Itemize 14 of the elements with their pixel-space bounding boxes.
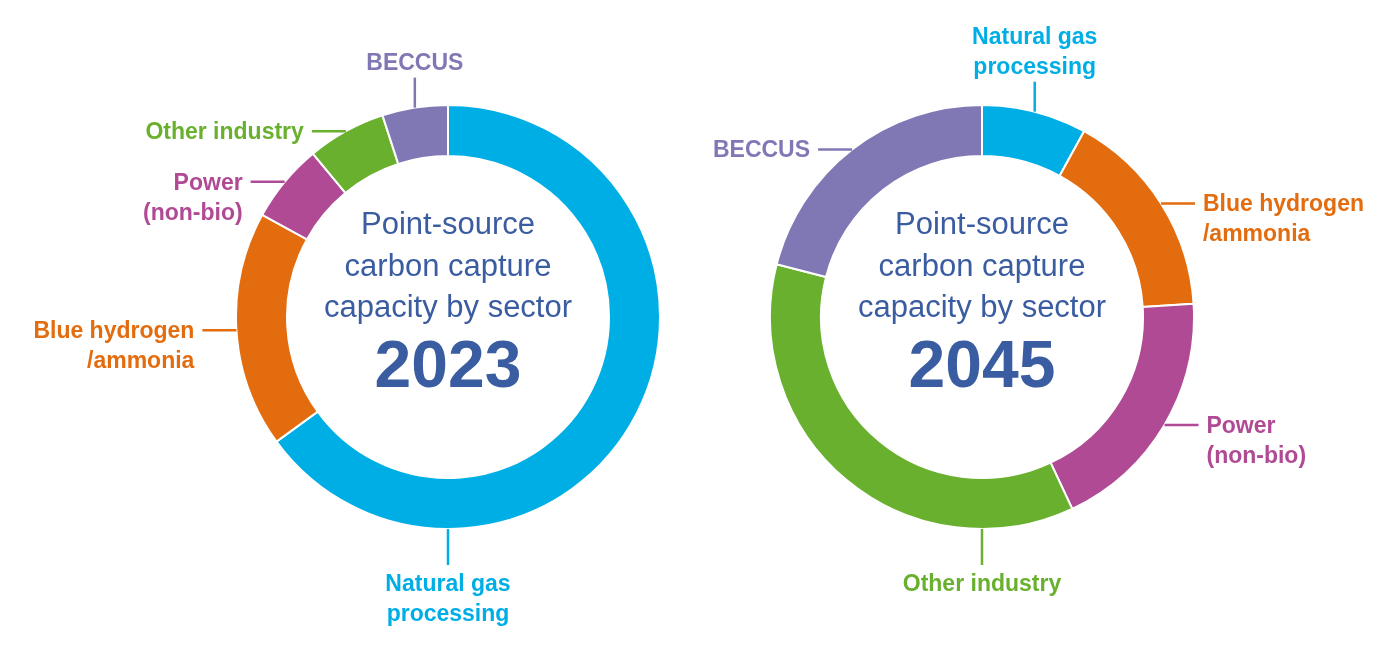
slice-label: Blue hydrogen /ammonia <box>33 317 195 374</box>
slice-label: Natural gas processing <box>972 22 1098 79</box>
slice-label: BECCUS <box>712 136 811 163</box>
text: Point-source carbon capture capacity by sector <box>323 206 573 324</box>
slice-label: Natural gas processing <box>385 570 511 626</box>
text: Point-source carbon capture capacity by sector <box>857 206 1107 324</box>
slice-label: Blue hydrogen /ammonia <box>1203 190 1365 247</box>
slice-label: Other industry <box>902 570 1062 596</box>
text: 2023 <box>374 327 522 401</box>
text: 2045 <box>908 327 1056 401</box>
slice-label: Power (non-bio) <box>143 168 243 225</box>
slice-label: Other industry <box>145 118 305 145</box>
slice-label: BECCUS <box>366 48 464 75</box>
slice-label: Power (non-bio) <box>1206 411 1307 468</box>
